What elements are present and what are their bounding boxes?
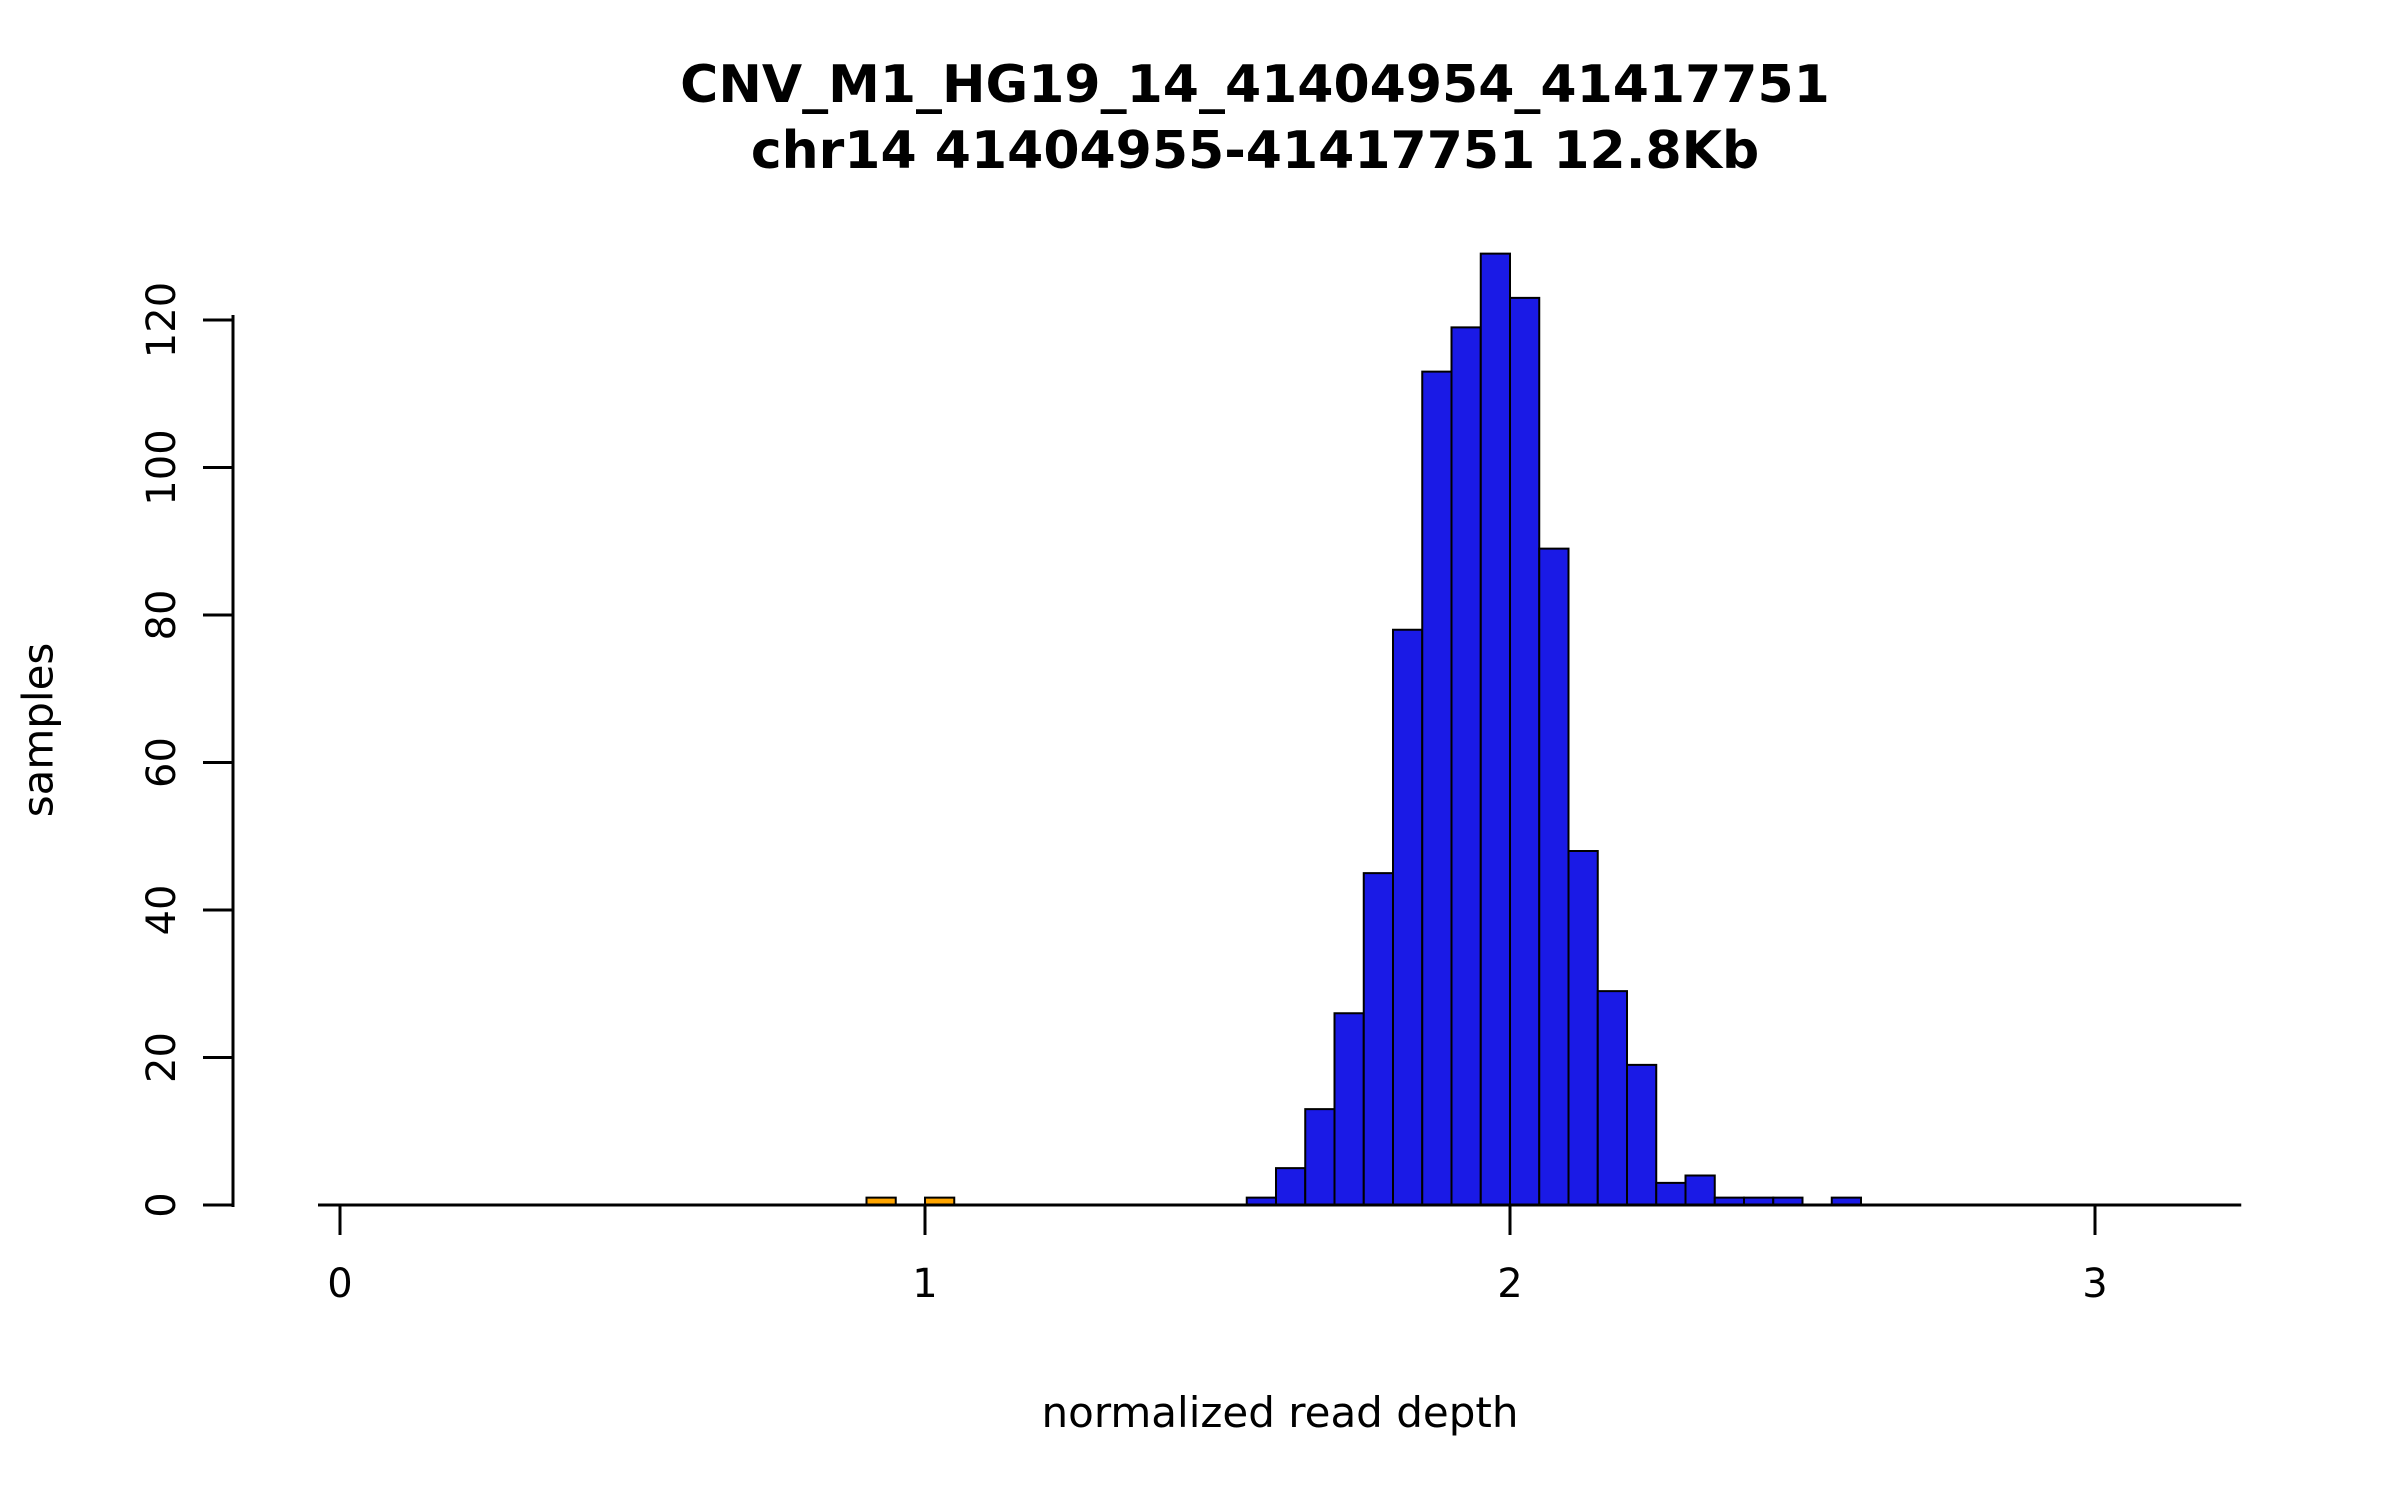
y-tick-label: 20 xyxy=(139,1032,185,1083)
y-tick-label: 60 xyxy=(139,737,185,788)
chart-subtitle: chr14 41404955-41417751 12.8Kb xyxy=(750,121,1760,181)
x-tick-label: 2 xyxy=(1497,1261,1522,1307)
histogram-bar xyxy=(1333,1012,1365,1206)
histogram-bar xyxy=(1509,296,1541,1206)
x-tick-label: 0 xyxy=(327,1261,352,1307)
histogram-bar xyxy=(1450,326,1482,1206)
y-tick-label: 40 xyxy=(139,885,185,936)
histogram-bar xyxy=(1596,990,1628,1206)
x-tick-label: 1 xyxy=(912,1261,937,1307)
y-tick-label: 100 xyxy=(139,429,185,505)
chart-title: CNV_M1_HG19_14_41404954_41417751 xyxy=(680,55,1830,115)
x-axis-title: normalized read depth xyxy=(1041,1388,1519,1437)
histogram-bar xyxy=(1684,1174,1716,1206)
x-tick-label: 3 xyxy=(2082,1261,2107,1307)
histogram-bar xyxy=(1538,547,1570,1206)
histogram-bar xyxy=(1275,1167,1307,1206)
histogram-bar xyxy=(1392,628,1424,1206)
chart-title-block: CNV_M1_HG19_14_41404954_41417751 chr14 4… xyxy=(155,52,2355,184)
y-tick-label: 80 xyxy=(139,590,185,641)
histogram-bar xyxy=(1479,252,1511,1206)
y-tick-label: 0 xyxy=(139,1192,185,1217)
histogram-bar xyxy=(1567,850,1599,1206)
histogram-bar xyxy=(1655,1181,1687,1206)
histogram-bar xyxy=(1421,370,1453,1206)
histogram-bar xyxy=(1304,1108,1336,1206)
y-axis-title-text: samples xyxy=(13,642,63,818)
histogram-bar xyxy=(1626,1063,1658,1206)
histogram-bar xyxy=(1362,872,1394,1206)
y-tick-label: 120 xyxy=(139,282,185,358)
